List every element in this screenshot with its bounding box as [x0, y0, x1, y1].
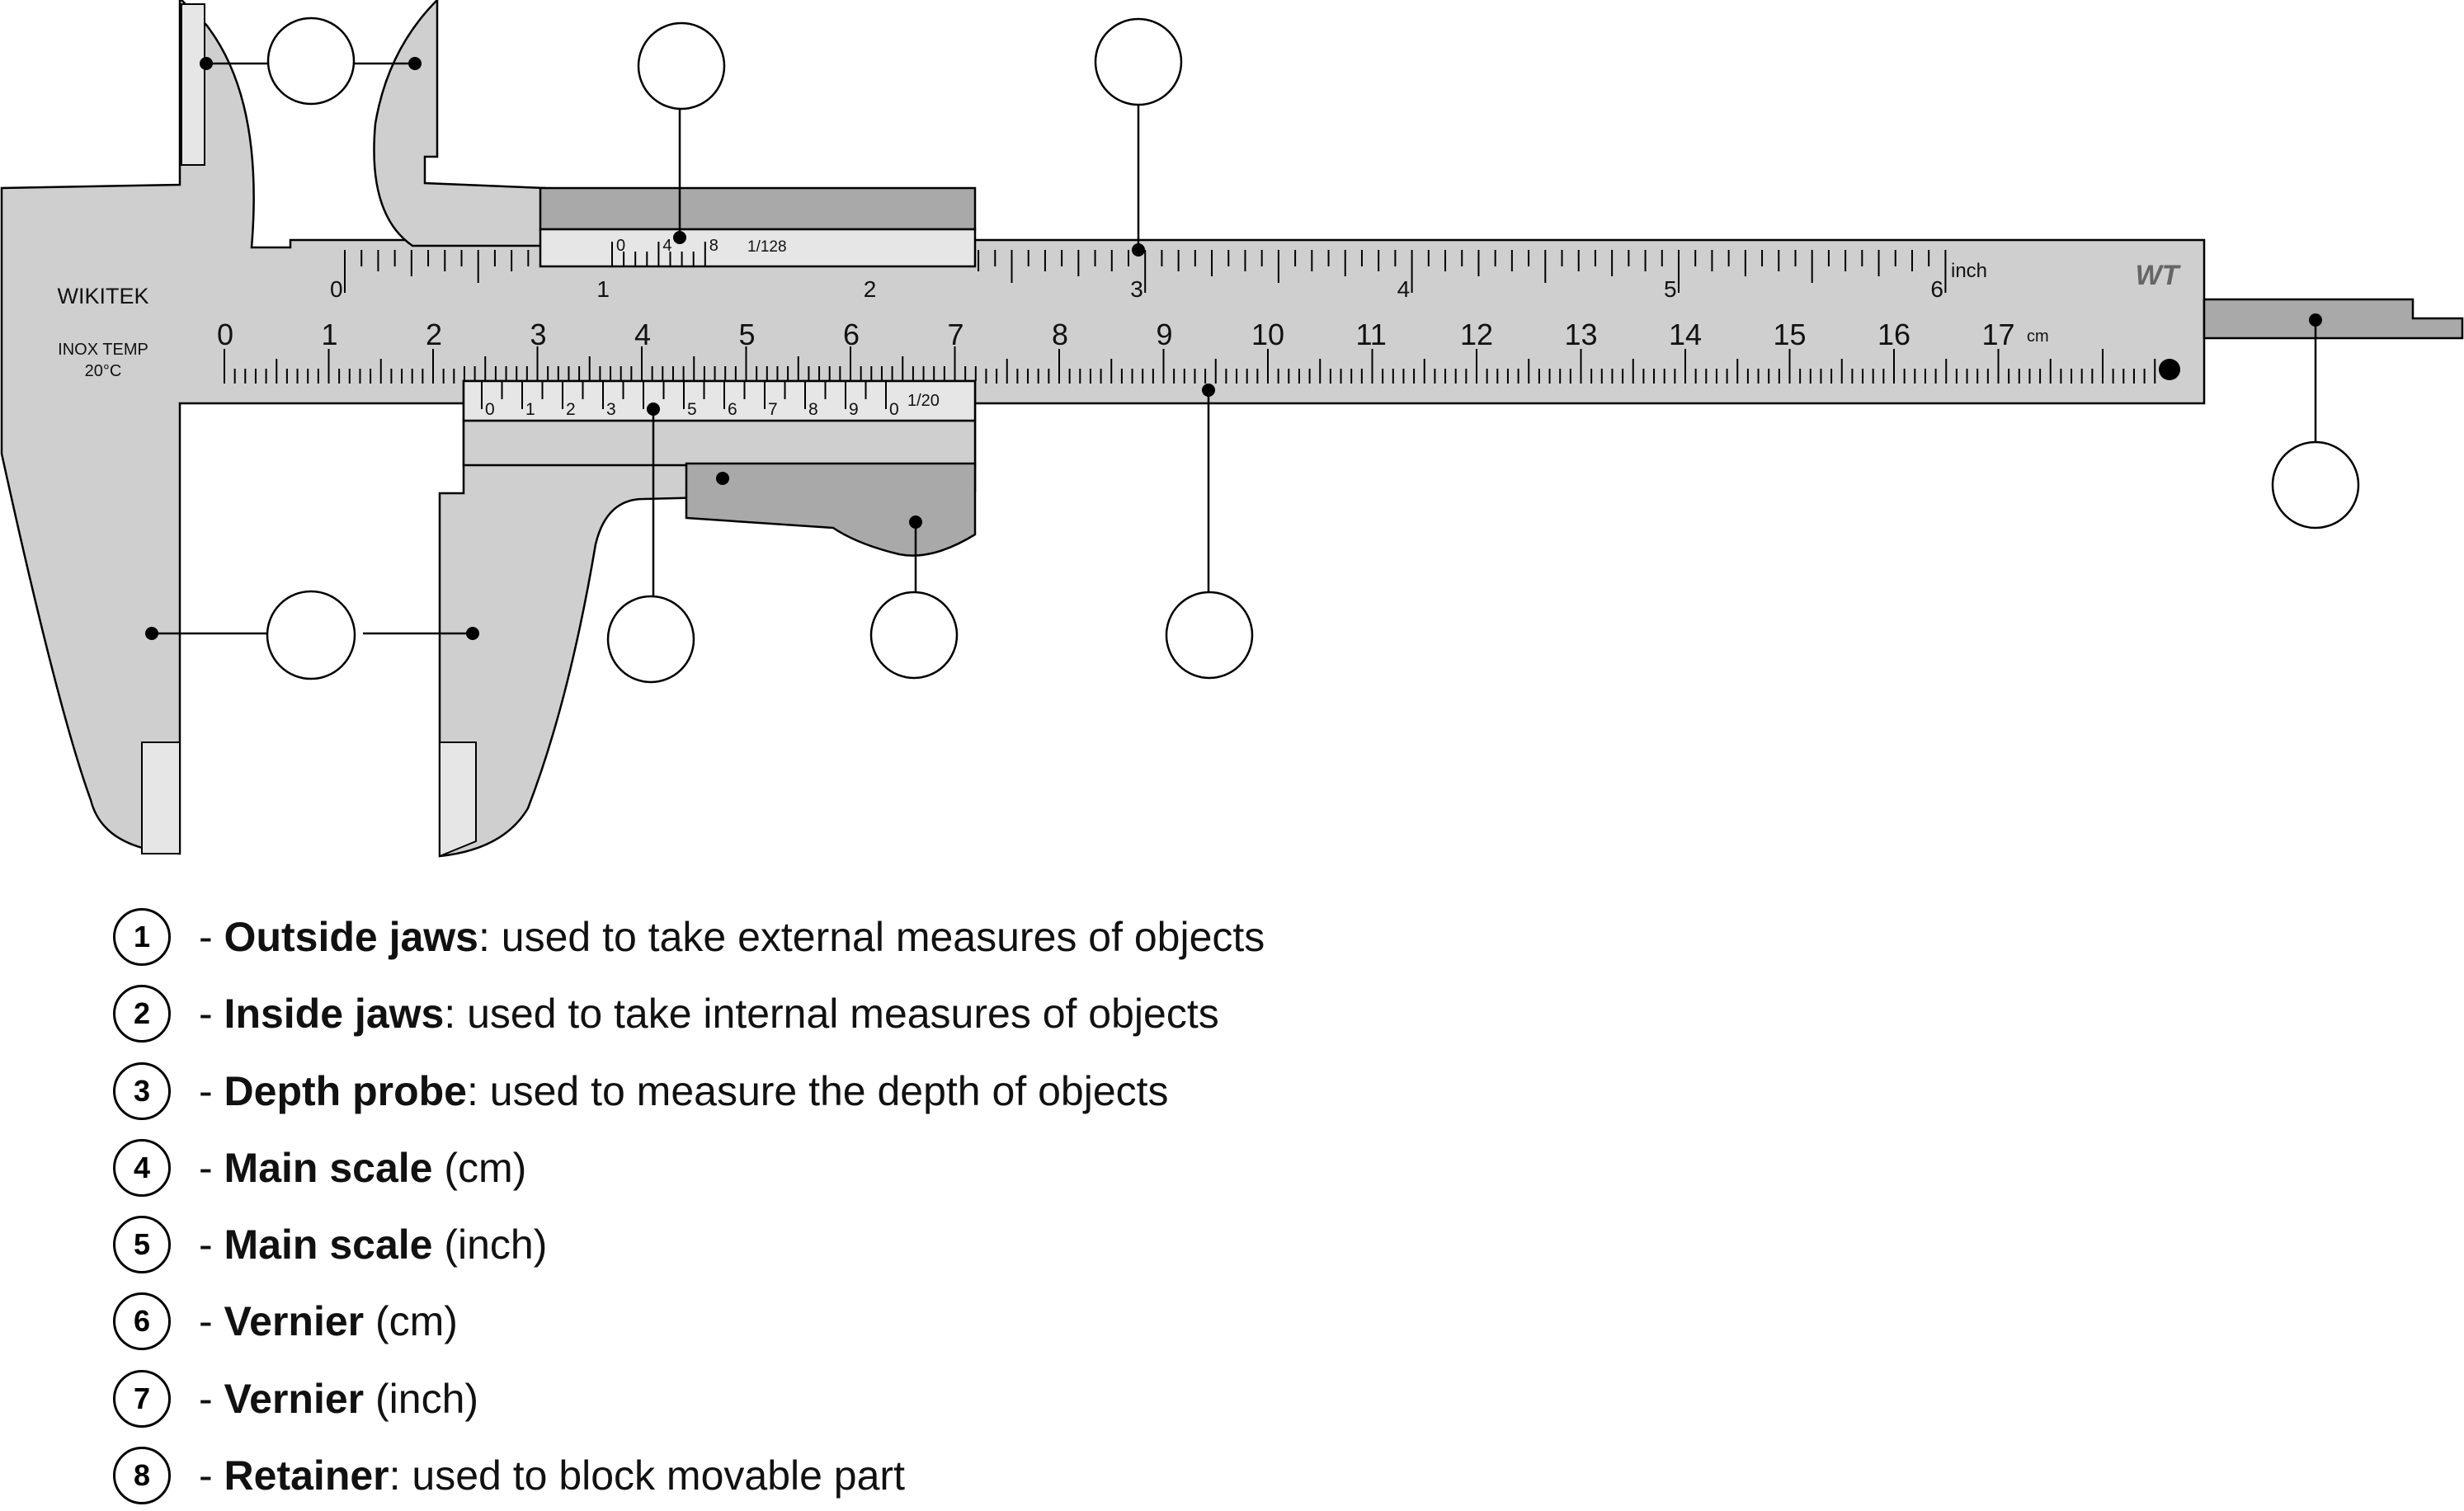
- fixed-jaw-bottom-inset: [141, 741, 181, 854]
- temp-label-line1: INOX TEMP: [58, 341, 148, 359]
- cm-number-0: 0: [217, 318, 233, 351]
- legend-description: - Outside jaws: used to take external me…: [199, 914, 1265, 960]
- legend-number: 6: [113, 1292, 171, 1351]
- movable-upper-jaw: [373, 0, 546, 247]
- inch-number-1: 1: [596, 276, 610, 302]
- cm-number-1: 1: [322, 318, 338, 351]
- legend-number: 1: [113, 908, 171, 966]
- inch-unit-label: inch: [1951, 260, 1987, 282]
- cm-unit-label: cm: [2027, 327, 2049, 346]
- legend-rest: : used to take internal measures of obje…: [444, 991, 1219, 1038]
- legend-rest: : used to take external measures of obje…: [478, 914, 1265, 960]
- cm-number-15: 15: [1774, 318, 1807, 351]
- legend-description: - Main scale (inch): [199, 1222, 548, 1269]
- callout-dots: [145, 57, 2322, 640]
- inch-vernier-scale: 0 4 8: [611, 237, 718, 266]
- legend-term: Main scale: [224, 1144, 433, 1191]
- inch-number-5: 5: [1664, 276, 1677, 302]
- cm-vernier-fraction: 1/20: [907, 392, 940, 410]
- legend-rest: (cm): [432, 1144, 527, 1191]
- cm-vernier-number-3: 3: [606, 400, 616, 419]
- depth-probe: [2203, 298, 2464, 340]
- inch-vernier-number-8: 8: [709, 237, 718, 255]
- cm-vernier-number-5: 5: [687, 400, 697, 419]
- cm-vernier-number-6: 6: [728, 400, 737, 419]
- legend-description: - Vernier (inch): [199, 1375, 479, 1422]
- cm-vernier-window: [462, 379, 977, 422]
- thumb-lever: [685, 462, 977, 557]
- legend-rest: : used to block movable part: [389, 1452, 905, 1499]
- legend-description: - Main scale (cm): [199, 1144, 527, 1191]
- cm-vernier-number-1: 1: [525, 400, 535, 419]
- cm-number-9: 9: [1157, 318, 1173, 351]
- legend-rest: (inch): [432, 1222, 548, 1269]
- cm-number-13: 13: [1565, 318, 1598, 351]
- fixed-body: [0, 0, 2206, 855]
- legend-rest: (inch): [364, 1375, 479, 1422]
- inch-number-4: 4: [1397, 276, 1411, 302]
- slider-lower-band: [462, 419, 977, 467]
- cm-number-16: 16: [1877, 318, 1910, 351]
- cm-number-12: 12: [1460, 318, 1493, 351]
- cm-vernier-number-9: 9: [849, 400, 859, 419]
- legend-number: 2: [113, 985, 171, 1043]
- cm-vernier-number-0: 0: [485, 400, 495, 419]
- legend-description: - Inside jaws: used to take internal mea…: [199, 991, 1219, 1038]
- inch-vernier-fraction: 1/128: [747, 238, 787, 256]
- movable-jaw-bottom-inset: [439, 741, 477, 858]
- legend-term: Vernier: [224, 1298, 365, 1345]
- legend-description: - Vernier (cm): [199, 1298, 458, 1345]
- cm-number-11: 11: [1356, 318, 1387, 351]
- legend-number: 5: [113, 1216, 171, 1274]
- cm-vernier-number-10: 0: [889, 400, 899, 419]
- legend-number: 3: [113, 1061, 171, 1120]
- legend-term: Inside jaws: [224, 991, 445, 1038]
- legend-term: Depth probe: [224, 1067, 467, 1114]
- legend-number: 4: [113, 1138, 171, 1197]
- legend-rest: : used to measure the depth of objects: [466, 1067, 1169, 1114]
- movable-lower-jaw: [438, 379, 977, 858]
- cm-number-5: 5: [739, 318, 756, 351]
- legend-number: 7: [113, 1369, 171, 1428]
- callouts: [152, 16, 2360, 684]
- inch-number-2: 2: [864, 276, 877, 302]
- inch-vernier-number-0: 0: [616, 237, 625, 255]
- inch-main-scale: 0 1 2 3 4 5 6: [330, 250, 1947, 302]
- legend-term: Vernier: [224, 1375, 365, 1422]
- legend-term: Outside jaws: [224, 914, 478, 960]
- legend-term: Retainer: [224, 1452, 389, 1499]
- legend-description: - Depth probe: used to measure the depth…: [199, 1067, 1169, 1114]
- cm-vernier-number-2: 2: [566, 400, 576, 419]
- legend-number: 8: [113, 1447, 171, 1505]
- cm-vernier-number-8: 8: [808, 400, 818, 419]
- cm-number-8: 8: [1052, 318, 1068, 351]
- legend-description: - Retainer: used to block movable part: [199, 1452, 905, 1499]
- cm-number-6: 6: [843, 318, 860, 351]
- cm-main-scale: 0 1 2 3 4 5 6 7 8 9 10 11 12 13 14 15 16 17: [217, 318, 2156, 384]
- logo-wt: WT: [2136, 260, 2182, 291]
- cm-number-7: 7: [948, 318, 964, 351]
- cm-number-2: 2: [426, 318, 442, 351]
- cm-vernier-number-7: 7: [768, 400, 778, 419]
- cm-number-14: 14: [1669, 318, 1702, 351]
- outer-jaw-top-inset: [181, 3, 205, 166]
- slider-upper-band: [539, 186, 977, 231]
- cm-number-3: 3: [530, 318, 547, 351]
- cm-number-4: 4: [634, 318, 651, 351]
- legend-term: Main scale: [224, 1222, 433, 1269]
- temp-label-line2: 20°C: [85, 362, 122, 380]
- retainer-screw: [2159, 359, 2180, 380]
- inch-number-6: 6: [1930, 276, 1943, 302]
- cm-number-17: 17: [1982, 318, 2015, 351]
- cm-number-10: 10: [1251, 318, 1284, 351]
- inch-vernier-number-4: 4: [662, 237, 671, 255]
- brand-label: WIKITEK: [57, 284, 148, 308]
- legend-rest: (cm): [364, 1298, 458, 1345]
- inch-number-0: 0: [330, 276, 343, 302]
- inch-number-3: 3: [1130, 276, 1143, 302]
